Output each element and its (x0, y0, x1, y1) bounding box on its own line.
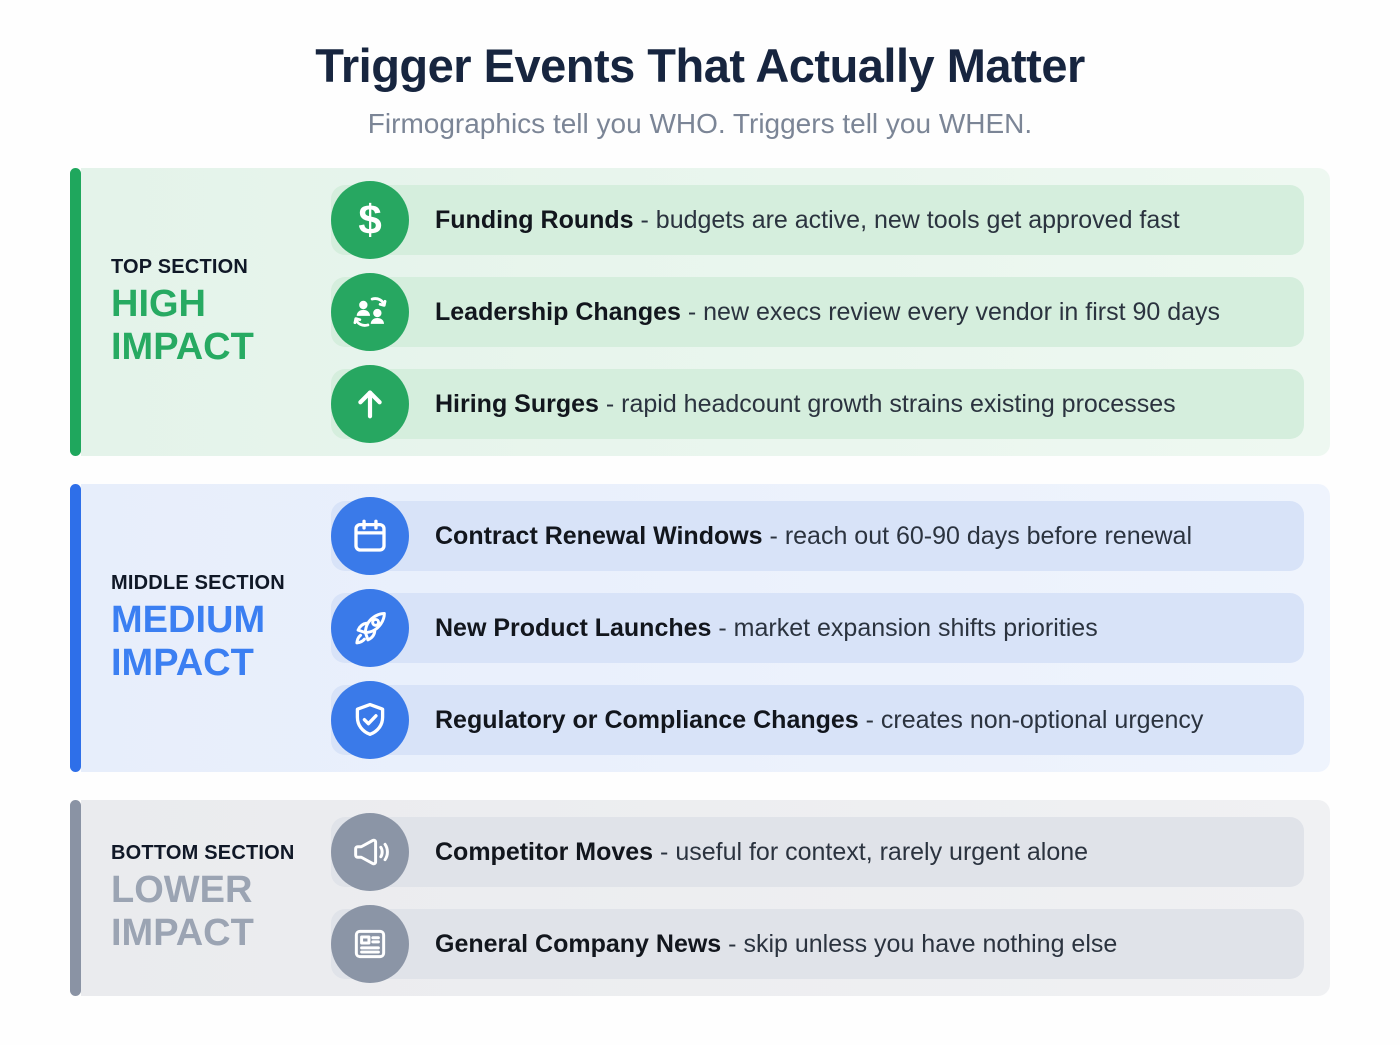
rocket-icon (331, 589, 409, 667)
impact-label: MEDIUM IMPACT (111, 598, 266, 684)
trigger-row: Regulatory or Compliance Changes - creat… (331, 681, 1304, 759)
trigger-title: Funding Rounds (435, 206, 634, 234)
accent-bar-green (70, 168, 81, 456)
section-high-impact: TOP SECTION HIGH IMPACT $ Funding Rounds… (70, 168, 1330, 456)
calendar-icon (331, 497, 409, 575)
trigger-row: Leadership Changes - new execs review ev… (331, 273, 1304, 351)
trigger-title: New Product Launches (435, 614, 712, 642)
trigger-title: Contract Renewal Windows (435, 522, 763, 550)
trigger-desc: - reach out 60-90 days before renewal (769, 522, 1193, 550)
trigger-row: Hiring Surges - rapid headcount growth s… (331, 365, 1304, 443)
section-label: MIDDLE SECTION (111, 571, 285, 594)
impact-label: HIGH IMPACT (111, 282, 254, 368)
section-label: BOTTOM SECTION (111, 841, 295, 864)
section-label-column: BOTTOM SECTION LOWER IMPACT (81, 842, 331, 954)
trigger-title: Hiring Surges (435, 390, 599, 418)
page-title: Trigger Events That Actually Matter (315, 39, 1085, 92)
section-medium-impact: MIDDLE SECTION MEDIUM IMPACT (70, 484, 1330, 772)
accent-bar-gray (70, 800, 81, 996)
trigger-row: $ Funding Rounds - budgets are active, n… (331, 181, 1304, 259)
newspaper-icon (331, 905, 409, 983)
trigger-row: New Product Launches - market expansion … (331, 589, 1304, 667)
section-lower-impact: BOTTOM SECTION LOWER IMPACT (70, 800, 1330, 996)
sections-container: TOP SECTION HIGH IMPACT $ Funding Rounds… (70, 168, 1330, 996)
dollar-icon: $ (331, 181, 409, 259)
section-label: TOP SECTION (111, 255, 249, 278)
arrow-up-icon (331, 365, 409, 443)
trigger-desc: - rapid headcount growth strains existin… (605, 390, 1176, 418)
section-label-column: TOP SECTION HIGH IMPACT (81, 256, 331, 368)
trigger-row: Contract Renewal Windows - reach out 60-… (331, 497, 1304, 575)
leadership-change-icon (331, 273, 409, 351)
header: Trigger Events That Actually Matter Firm… (70, 38, 1330, 140)
trigger-title: Leadership Changes (435, 298, 681, 326)
megaphone-icon (331, 813, 409, 891)
trigger-desc: - creates non-optional urgency (865, 706, 1204, 734)
trigger-row: General Company News - skip unless you h… (331, 905, 1304, 983)
shield-check-icon (331, 681, 409, 759)
trigger-title: General Company News (435, 930, 722, 958)
section-label-column: MIDDLE SECTION MEDIUM IMPACT (81, 572, 331, 684)
trigger-desc: - market expansion shifts priorities (718, 614, 1098, 642)
trigger-title: Competitor Moves (435, 838, 654, 866)
trigger-desc: - new execs review every vendor in first… (687, 298, 1221, 326)
trigger-desc: - skip unless you have nothing else (728, 930, 1118, 958)
impact-label: LOWER IMPACT (111, 868, 254, 954)
page-subtitle: Firmographics tell you WHO. Triggers tel… (367, 108, 1033, 139)
trigger-row: Competitor Moves - useful for context, r… (331, 813, 1304, 891)
trigger-desc: - useful for context, rarely urgent alon… (660, 838, 1089, 866)
trigger-title: Regulatory or Compliance Changes (435, 706, 859, 734)
trigger-desc: - budgets are active, new tools get appr… (640, 206, 1180, 234)
accent-bar-blue (70, 484, 81, 772)
